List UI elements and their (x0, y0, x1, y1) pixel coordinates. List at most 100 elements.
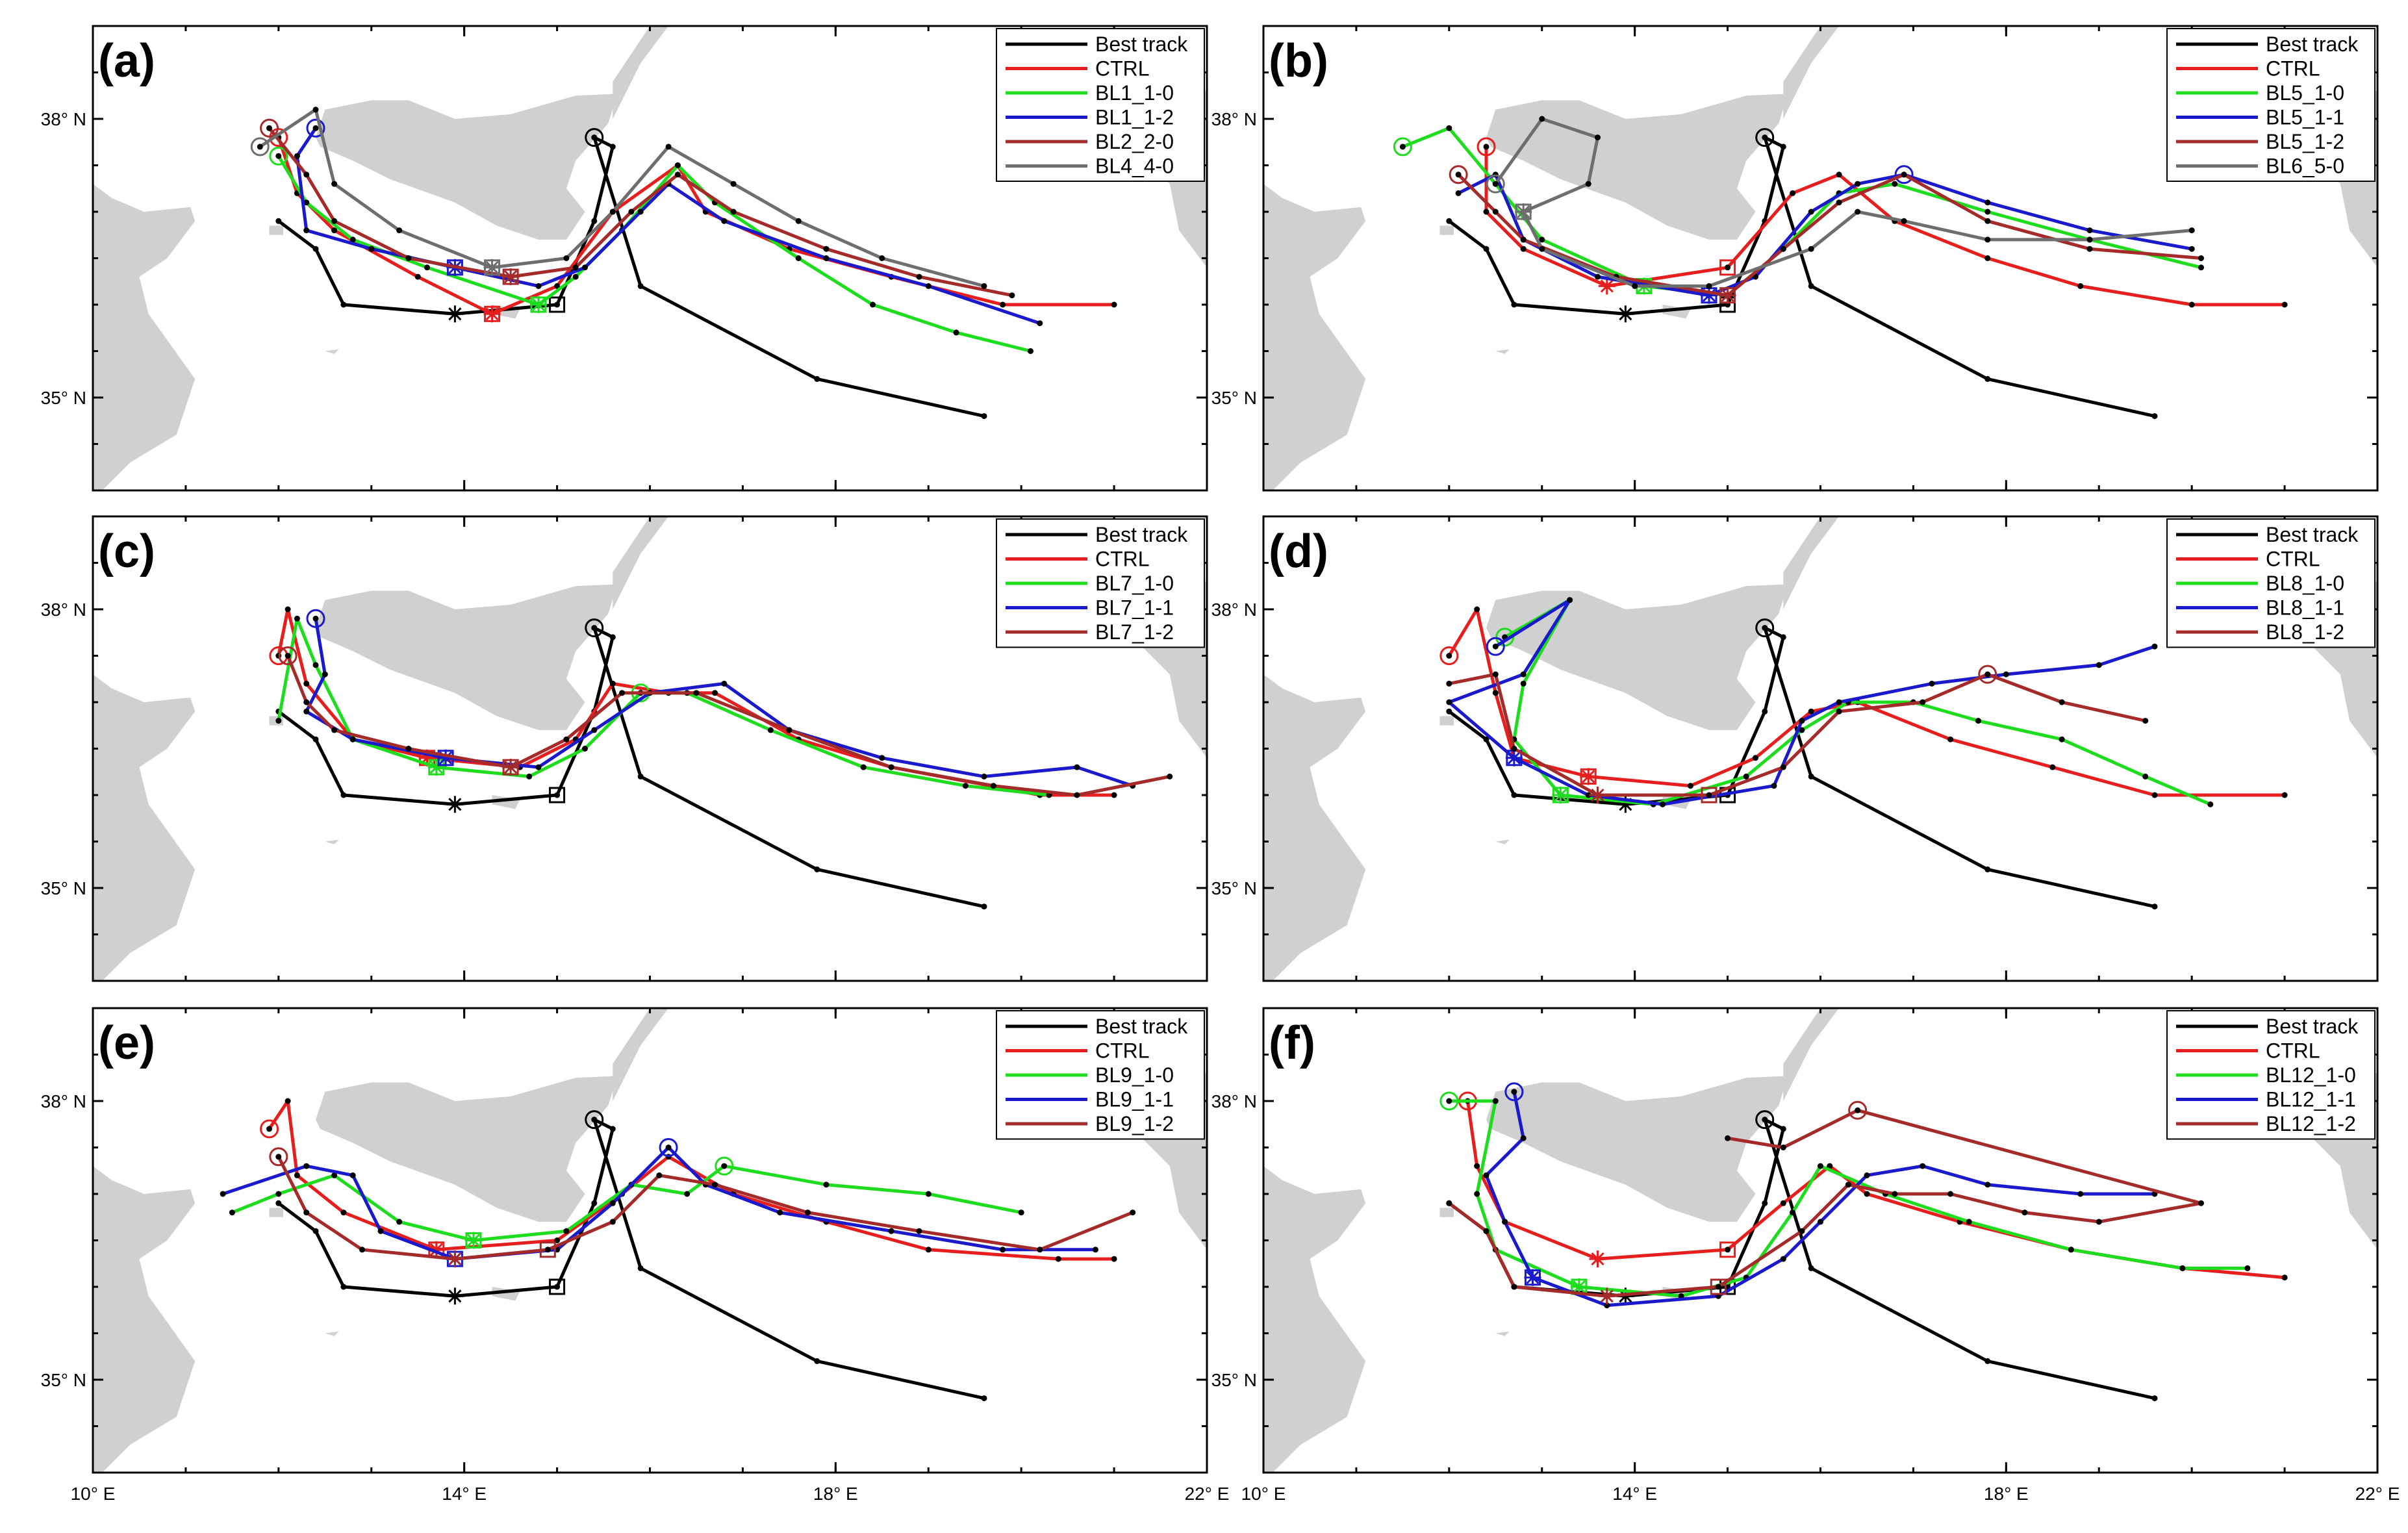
track-point (1018, 1210, 1024, 1216)
track-point (275, 153, 282, 159)
panel-a: 35° N 38° N (a) Best trackCTRLBL1_1-0BL1_1-… (41, 25, 1208, 492)
circle-marker (269, 146, 288, 166)
track-point (795, 255, 802, 261)
track-point (1984, 236, 1991, 243)
landmass (269, 1208, 283, 1217)
track-point (1483, 1172, 1489, 1178)
legend-entry: BL6_5-0 (2266, 155, 2344, 178)
legend-entry: CTRL (2266, 57, 2320, 81)
track-point (777, 1210, 783, 1216)
square-marker (549, 296, 566, 313)
track-point (1947, 1191, 1954, 1197)
legend-entry: Best track (2266, 523, 2359, 546)
track-point (582, 746, 588, 752)
x-tick-label: 22° E (2355, 1484, 2400, 1504)
track-point (368, 246, 375, 252)
track-point (730, 181, 737, 187)
track-point (303, 227, 310, 234)
track-point (1539, 116, 1545, 122)
track-point (1595, 134, 1601, 141)
track-point (1892, 181, 1898, 187)
track-point (1808, 1265, 1814, 1271)
panel-label: (a) (98, 35, 155, 87)
legend-entry: BL8_1-1 (2266, 596, 2344, 620)
y-tick-label: 35° N (1211, 388, 1257, 408)
asterisk-marker (1524, 1269, 1541, 1286)
landmass (613, 26, 752, 119)
track-point (1000, 301, 1006, 308)
circle-marker (306, 609, 325, 628)
track-point (1037, 1247, 1043, 1253)
track-point (2021, 1210, 2028, 1216)
track-point (303, 1163, 310, 1169)
legend-entry: Best track (1095, 32, 1188, 56)
y-tick-label: 35° N (41, 878, 86, 898)
track-point (312, 615, 319, 622)
tracks (250, 107, 1117, 420)
track-point (730, 209, 737, 215)
track-point (981, 283, 987, 289)
track-point (591, 1117, 598, 1123)
track-point (2059, 736, 2065, 742)
track-point (331, 727, 338, 733)
legend-entry: BL12_1-1 (2266, 1088, 2356, 1111)
legend-entry: CTRL (1095, 57, 1150, 81)
track-point (888, 1228, 894, 1234)
track-point (1520, 246, 1527, 252)
track-point (1808, 708, 1814, 715)
track-point (860, 764, 867, 770)
track-point (674, 162, 681, 168)
asterisk-marker (446, 1287, 464, 1305)
track-point (349, 736, 356, 742)
track-point (2059, 699, 2065, 705)
track-point (823, 255, 830, 261)
circle-marker (1486, 637, 1505, 656)
track-point (414, 273, 421, 280)
circle-marker (1439, 646, 1459, 665)
track-point (229, 1210, 235, 1216)
track-point (2188, 246, 2195, 252)
asterisk-marker (1589, 1250, 1606, 1268)
track-point (1167, 773, 1173, 779)
tracks (1439, 1082, 2288, 1402)
track-point (1455, 190, 1462, 196)
track-point (953, 329, 959, 336)
x-tick-label: 18° E (1984, 1484, 2029, 1504)
landmass (316, 584, 618, 730)
track-point (591, 134, 598, 141)
track-point (1585, 181, 1591, 187)
square-marker (1701, 787, 1717, 804)
y-tick-label: 38° N (41, 1091, 86, 1111)
track-point (1780, 1256, 1786, 1262)
tracks (1439, 597, 2288, 910)
track-point (340, 792, 347, 798)
track-point (312, 246, 319, 252)
track-point (628, 209, 635, 215)
track-point (563, 1228, 570, 1234)
asterisk-marker (1505, 749, 1523, 766)
landmass (93, 184, 196, 490)
legend-entry: CTRL (1095, 548, 1150, 571)
legend-entry: Best track (2266, 1015, 2359, 1038)
track-point (424, 264, 430, 271)
track-point (2077, 283, 2084, 289)
track-point (2207, 801, 2214, 807)
track-point (1111, 301, 1117, 308)
circle-marker (1894, 165, 1914, 184)
asterisk-marker (1515, 203, 1532, 220)
track-point (1984, 218, 1991, 224)
track-point (303, 699, 310, 705)
tracks (1393, 116, 2288, 420)
track-point (591, 218, 598, 224)
track-point (2188, 227, 2195, 234)
circle-marker (260, 1119, 279, 1139)
landmass (1486, 1076, 1788, 1222)
track-point (1966, 1219, 1972, 1225)
track-point (619, 690, 626, 696)
legend-entry: BL8_1-0 (2266, 572, 2344, 595)
track-point (1455, 171, 1462, 178)
track-point (1836, 708, 1842, 715)
landmass (613, 516, 752, 609)
track-point (2086, 236, 2093, 243)
track-point (303, 171, 310, 178)
